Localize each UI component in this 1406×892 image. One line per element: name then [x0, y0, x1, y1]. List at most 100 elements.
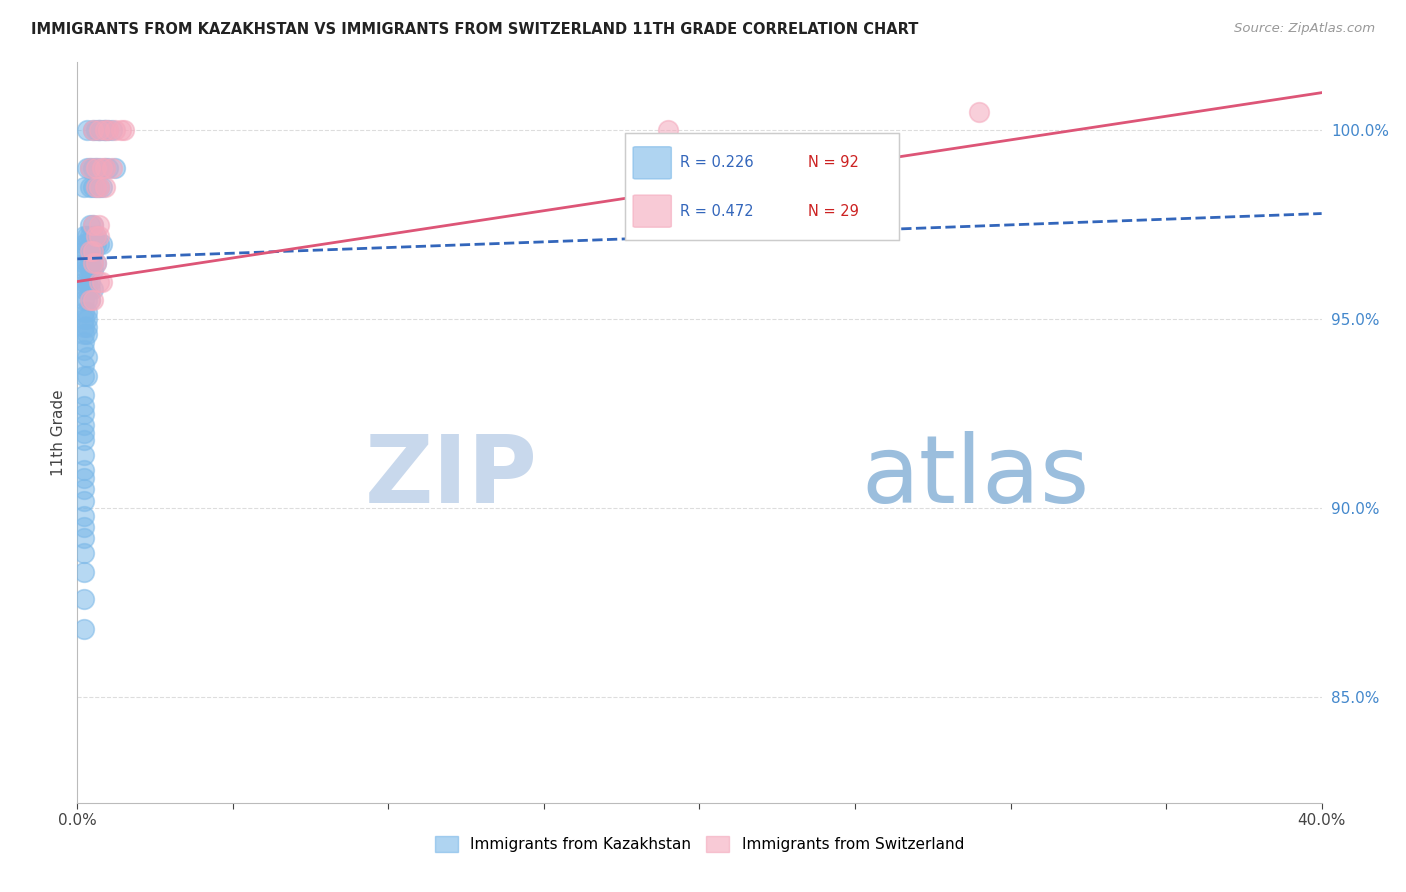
- Point: [84, 123, 107, 137]
- Point: [76, 350, 98, 364]
- Point: [76, 275, 98, 289]
- Point: [87, 123, 110, 137]
- Point: [97, 123, 120, 137]
- Point: [104, 161, 127, 176]
- Point: [91, 180, 114, 194]
- Point: [79, 282, 101, 296]
- Point: [72, 483, 94, 497]
- Point: [87, 180, 110, 194]
- Point: [76, 282, 98, 296]
- Point: [87, 161, 110, 176]
- Point: [72, 622, 94, 636]
- Point: [72, 358, 94, 372]
- Point: [72, 180, 94, 194]
- Point: [79, 180, 101, 194]
- Point: [91, 236, 114, 251]
- Point: [72, 282, 94, 296]
- Point: [72, 493, 94, 508]
- Point: [84, 236, 107, 251]
- Point: [87, 218, 110, 232]
- Point: [94, 161, 117, 176]
- Point: [82, 255, 104, 269]
- Point: [82, 244, 104, 259]
- Point: [91, 123, 114, 137]
- Point: [72, 520, 94, 534]
- Point: [72, 275, 94, 289]
- Point: [72, 304, 94, 318]
- Point: [82, 236, 104, 251]
- Point: [82, 282, 104, 296]
- Point: [72, 319, 94, 334]
- Point: [82, 123, 104, 137]
- Point: [76, 312, 98, 326]
- Point: [79, 244, 101, 259]
- Point: [72, 591, 94, 606]
- Point: [82, 218, 104, 232]
- Text: ZIP: ZIP: [364, 431, 537, 523]
- Point: [72, 547, 94, 561]
- Point: [72, 388, 94, 402]
- Point: [87, 123, 110, 137]
- Point: [969, 104, 991, 119]
- Point: [84, 161, 107, 176]
- Point: [79, 293, 101, 308]
- Point: [84, 161, 107, 176]
- Point: [104, 123, 127, 137]
- Point: [84, 229, 107, 244]
- Point: [76, 236, 98, 251]
- Point: [110, 123, 132, 137]
- Point: [82, 244, 104, 259]
- Point: [72, 255, 94, 269]
- Point: [72, 433, 94, 447]
- Point: [84, 180, 107, 194]
- Point: [72, 448, 94, 462]
- Point: [72, 293, 94, 308]
- Point: [76, 263, 98, 277]
- Point: [72, 263, 94, 277]
- Point: [79, 275, 101, 289]
- Point: [72, 368, 94, 383]
- Point: [72, 229, 94, 244]
- Point: [76, 161, 98, 176]
- Point: [72, 471, 94, 485]
- Point: [79, 218, 101, 232]
- Point: [72, 327, 94, 342]
- Point: [76, 229, 98, 244]
- Point: [79, 255, 101, 269]
- Point: [82, 263, 104, 277]
- Point: [72, 425, 94, 440]
- Text: IMMIGRANTS FROM KAZAKHSTAN VS IMMIGRANTS FROM SWITZERLAND 11TH GRADE CORRELATION: IMMIGRANTS FROM KAZAKHSTAN VS IMMIGRANTS…: [31, 22, 918, 37]
- Point: [100, 161, 122, 176]
- Point: [94, 180, 117, 194]
- Point: [100, 123, 122, 137]
- Point: [79, 161, 101, 176]
- Legend: Immigrants from Kazakhstan, Immigrants from Switzerland: Immigrants from Kazakhstan, Immigrants f…: [429, 830, 970, 858]
- Point: [87, 236, 110, 251]
- Point: [97, 161, 120, 176]
- Point: [84, 229, 107, 244]
- Point: [72, 236, 94, 251]
- Point: [82, 123, 104, 137]
- Point: [72, 532, 94, 546]
- Point: [82, 218, 104, 232]
- Point: [87, 123, 110, 137]
- Point: [94, 161, 117, 176]
- Point: [79, 244, 101, 259]
- Point: [72, 508, 94, 523]
- Point: [87, 275, 110, 289]
- Point: [91, 275, 114, 289]
- Point: [72, 407, 94, 421]
- Text: Source: ZipAtlas.com: Source: ZipAtlas.com: [1234, 22, 1375, 36]
- Point: [76, 293, 98, 308]
- Y-axis label: 11th Grade: 11th Grade: [51, 389, 66, 476]
- Point: [84, 180, 107, 194]
- Point: [76, 368, 98, 383]
- Point: [112, 123, 135, 137]
- Point: [94, 123, 117, 137]
- Point: [76, 304, 98, 318]
- Point: [94, 123, 117, 137]
- Point: [82, 255, 104, 269]
- Point: [657, 123, 679, 137]
- Point: [72, 566, 94, 580]
- Point: [72, 343, 94, 357]
